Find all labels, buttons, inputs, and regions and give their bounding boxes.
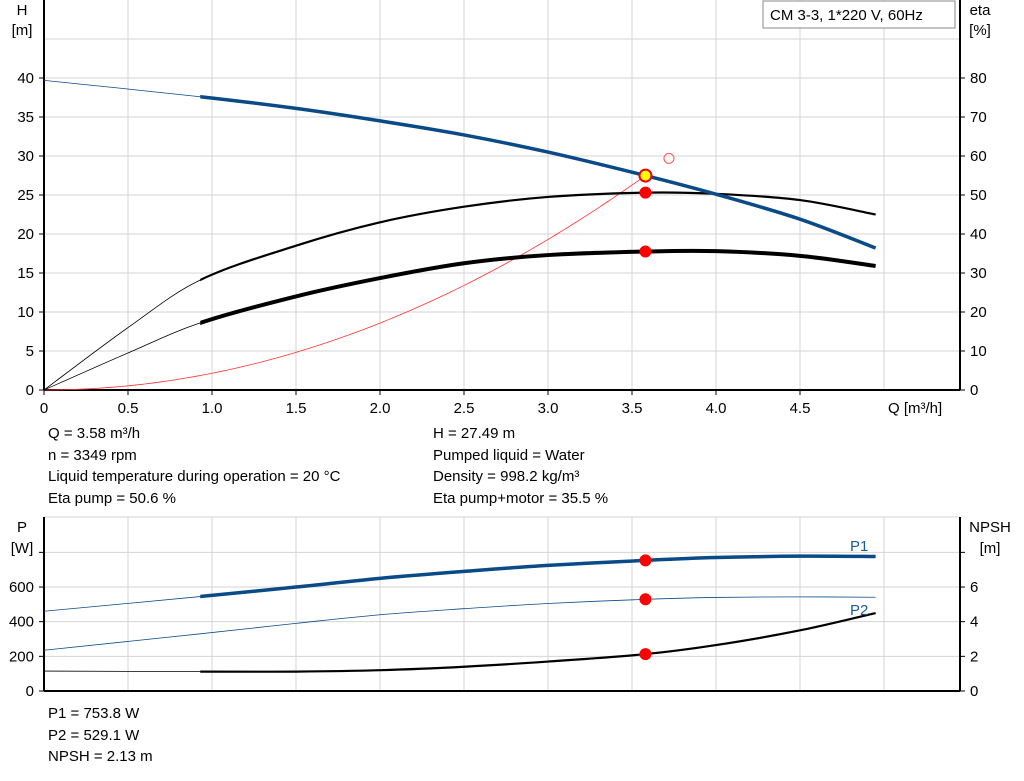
info-eta-pump-motor: Eta pump+motor = 35.5 % (433, 489, 609, 507)
y2-tick-label: 6 (970, 579, 978, 596)
y-axis-label: H (17, 2, 28, 19)
p2-curve-thin (43, 596, 876, 651)
eta-pump-curve (200, 191, 876, 282)
y2-tick-label: 2 (970, 648, 978, 665)
eta-pump-motor-curve (200, 248, 876, 326)
y2-tick-label: 50 (970, 187, 987, 204)
y-tick-label: 0 (26, 683, 34, 700)
head-curve (200, 94, 877, 250)
x-tick-label: 0 (40, 400, 48, 417)
p2-curve (44, 597, 876, 650)
y2-tick-label: 30 (970, 265, 987, 282)
p1-label: P1 (850, 538, 868, 555)
p1-curve (200, 554, 876, 599)
info-p1: P1 = 753.8 W (48, 705, 140, 722)
y2-axis-label: eta (970, 2, 992, 19)
y2-tick-label: 0 (970, 382, 978, 399)
info-head: H = 27.49 m (433, 425, 516, 442)
y-axis-unit: [W] (11, 540, 34, 557)
y2-tick-label: 70 (970, 109, 987, 126)
y-tick-label: 40 (17, 70, 34, 87)
x-tick-label: 3.5 (622, 400, 643, 417)
info-eta-pump: Eta pump = 50.6 % (48, 489, 176, 507)
y-tick-label: 10 (17, 304, 34, 321)
legend-text: CM 3-3, 1*220 V, 60Hz (770, 7, 923, 24)
y-axis-unit: [m] (12, 22, 33, 39)
p1-duty-point (639, 554, 652, 567)
y2-axis-unit: [%] (969, 22, 991, 39)
eta-pump-curve-thin (43, 192, 876, 391)
x-tick-label: 4.5 (790, 400, 811, 417)
x-tick-label: 2.0 (370, 400, 391, 417)
y-tick-label: 25 (17, 187, 34, 204)
head-duty-point (638, 168, 653, 183)
y2-axis-unit: [m] (980, 540, 1001, 557)
npsh-curve (200, 611, 876, 673)
x-axis-label: Q [m³/h] (888, 400, 942, 417)
info-temperature: Liquid temperature during operation = 20… (48, 468, 341, 485)
y2-tick-label: 20 (970, 304, 987, 321)
p2-label: P2 (850, 602, 868, 619)
y2-tick-label: 40 (970, 226, 987, 243)
info-bottom: P1 = 753.8 W P2 = 529.1 W NPSH = 2.13 m (48, 703, 153, 768)
y2-tick-label: 80 (970, 70, 987, 87)
y-tick-label: 600 (9, 579, 34, 596)
x-tick-label: 1.5 (286, 400, 307, 417)
x-tick-label: 2.5 (454, 400, 475, 417)
info-liquid: Pumped liquid = Water (433, 446, 585, 464)
y2-tick-label: 60 (970, 148, 987, 165)
info-density: Density = 998.2 kg/m³ (433, 468, 580, 485)
info-flow: Q = 3.58 m³/h (48, 425, 141, 442)
y2-tick-label: 4 (970, 614, 978, 631)
info-p2: P2 = 529.1 W (48, 726, 140, 744)
legend-box (762, 0, 956, 29)
x-tick-label: 3.0 (538, 400, 559, 417)
y2-tick-label: 10 (970, 343, 987, 360)
eta-pump-duty-point (639, 186, 652, 199)
y-tick-label: 5 (26, 343, 34, 360)
eta-pump-motor-duty-point (639, 245, 652, 258)
y-tick-label: 20 (17, 226, 34, 243)
y-tick-label: 400 (9, 614, 34, 631)
x-tick-label: 1.0 (202, 400, 223, 417)
y-tick-label: 200 (9, 648, 34, 665)
system-curve (43, 178, 641, 391)
x-tick-label: 0.5 (118, 400, 139, 417)
info-npsh: NPSH = 2.13 m (48, 748, 153, 765)
p1-curve-thin (43, 555, 876, 612)
info-speed: n = 3349 rpm (48, 446, 137, 464)
y-tick-label: 15 (17, 265, 34, 282)
x-tick-label: 4.0 (706, 400, 727, 417)
p2-duty-point (639, 593, 652, 606)
y-tick-label: 35 (17, 109, 34, 126)
y-tick-label: 0 (26, 382, 34, 399)
info-right: H = 27.49 m Pumped liquid = Water Densit… (433, 423, 608, 509)
y2-axis-label: NPSH (969, 519, 1011, 536)
head-curve-thin (43, 79, 876, 249)
open-marker (663, 152, 675, 164)
y-axis-label: P (17, 519, 27, 536)
eta-pump-motor-curve-thin (43, 250, 876, 391)
info-left: Q = 3.58 m³/h n = 3349 rpm Liquid temper… (48, 423, 340, 509)
y-tick-label: 30 (17, 148, 34, 165)
y2-tick-label: 0 (970, 683, 978, 700)
npsh-duty-point (639, 648, 652, 661)
